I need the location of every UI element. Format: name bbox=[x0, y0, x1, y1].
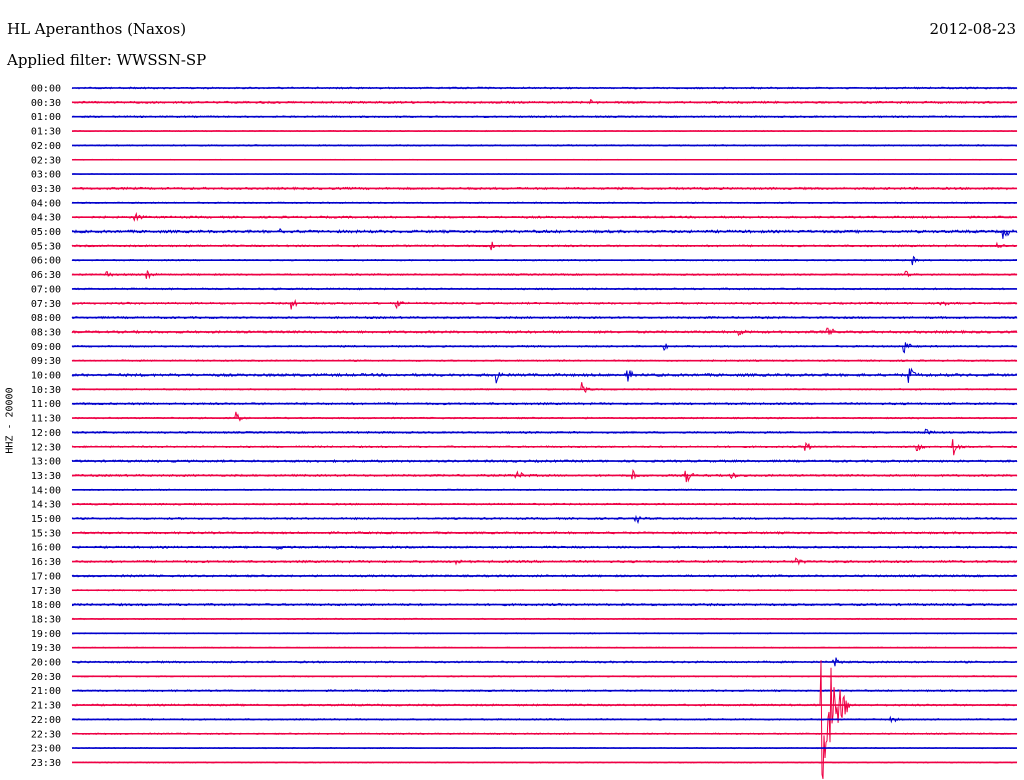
time-tick-label: 22:30 bbox=[31, 729, 61, 740]
station-title: HL Aperanthos (Naxos) bbox=[7, 20, 187, 38]
time-tick-label: 06:30 bbox=[31, 270, 61, 281]
time-tick-label: 02:00 bbox=[31, 141, 61, 152]
time-tick-label: 11:00 bbox=[31, 399, 61, 410]
time-tick-label: 16:30 bbox=[31, 557, 61, 568]
time-tick-label: 22:00 bbox=[31, 715, 61, 726]
time-tick-label: 23:30 bbox=[31, 758, 61, 769]
time-tick-label: 21:00 bbox=[31, 686, 61, 697]
time-tick-label: 08:30 bbox=[31, 327, 61, 338]
time-tick-label: 09:00 bbox=[31, 342, 61, 353]
time-tick-label: 14:00 bbox=[31, 485, 61, 496]
time-tick-label: 17:30 bbox=[31, 586, 61, 597]
time-tick-label: 03:30 bbox=[31, 184, 61, 195]
time-tick-label: 06:00 bbox=[31, 256, 61, 267]
trace-line bbox=[71, 514, 1018, 525]
time-tick-label: 07:00 bbox=[31, 284, 61, 295]
time-tick-label: 13:30 bbox=[31, 471, 61, 482]
time-tick-label: 15:30 bbox=[31, 528, 61, 539]
time-tick-label: 18:00 bbox=[31, 600, 61, 611]
time-tick-label: 01:30 bbox=[31, 127, 61, 138]
time-tick-label: 05:00 bbox=[31, 227, 61, 238]
time-tick-label: 12:00 bbox=[31, 428, 61, 439]
time-tick-label: 18:30 bbox=[31, 614, 61, 625]
trace-line bbox=[71, 342, 1018, 354]
time-tick-label: 04:30 bbox=[31, 213, 61, 224]
time-tick-label: 03:00 bbox=[31, 170, 61, 181]
trace-line bbox=[71, 428, 1018, 435]
trace-group bbox=[71, 86, 1018, 780]
tick-label-group: 00:00 00:30 01:00 01:30 02:00 02:30 03:00 03:30… bbox=[31, 84, 61, 769]
time-tick-label: 09:30 bbox=[31, 356, 61, 367]
time-tick-label: 12:30 bbox=[31, 442, 61, 453]
time-tick-label: 20:30 bbox=[31, 672, 61, 683]
time-tick-label: 17:00 bbox=[31, 571, 61, 582]
time-tick-label: 00:00 bbox=[31, 84, 61, 95]
plot-date: 2012-08-23 bbox=[929, 20, 1016, 38]
time-tick-label: 21:30 bbox=[31, 701, 61, 712]
trace-line bbox=[71, 227, 1018, 239]
time-tick-label: 02:30 bbox=[31, 155, 61, 166]
time-tick-label: 19:30 bbox=[31, 643, 61, 654]
time-tick-label: 19:00 bbox=[31, 629, 61, 640]
time-tick-label: 14:30 bbox=[31, 500, 61, 511]
trace-line bbox=[71, 298, 1018, 310]
time-tick-label: 00:30 bbox=[31, 98, 61, 109]
trace-line bbox=[71, 367, 1018, 384]
time-tick-label: 11:30 bbox=[31, 414, 61, 425]
time-tick-label: 05:30 bbox=[31, 241, 61, 252]
time-tick-label: 23:00 bbox=[31, 744, 61, 755]
trace-line bbox=[71, 382, 1018, 394]
time-tick-label: 04:00 bbox=[31, 198, 61, 209]
time-tick-label: 08:00 bbox=[31, 313, 61, 324]
time-tick-label: 07:30 bbox=[31, 299, 61, 310]
trace-line bbox=[71, 411, 1018, 422]
time-tick-label: 15:00 bbox=[31, 514, 61, 525]
time-tick-label: 13:00 bbox=[31, 457, 61, 468]
time-tick-label: 16:00 bbox=[31, 543, 61, 554]
time-tick-label: 10:00 bbox=[31, 371, 61, 382]
time-tick-label: 10:30 bbox=[31, 385, 61, 396]
time-tick-label: 20:00 bbox=[31, 658, 61, 669]
filter-label: Applied filter: WWSSN-SP bbox=[7, 51, 207, 69]
time-tick-label: 01:00 bbox=[31, 112, 61, 123]
